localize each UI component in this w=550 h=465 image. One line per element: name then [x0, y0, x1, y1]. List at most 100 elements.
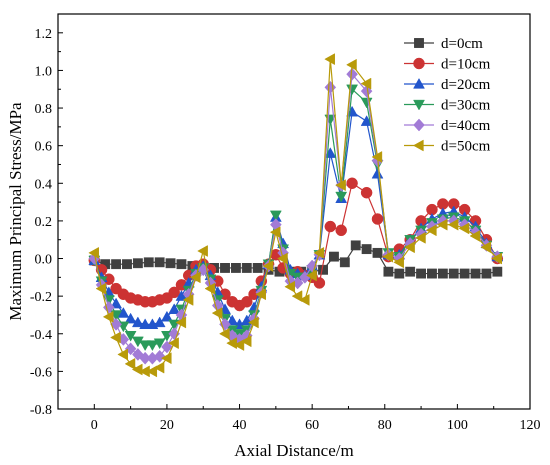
data-point [160, 352, 172, 365]
series-layer [88, 53, 504, 378]
y-axis: -0.8 -0.6 -0.4 -0.2 0.0 0.2 0.4 0.6 0.8 1.0 1.2 [30, 27, 63, 418]
data-point [248, 316, 259, 329]
data-point [139, 340, 152, 352]
plot-area [57, 13, 531, 410]
data-point [220, 263, 230, 273]
data-point [88, 246, 99, 259]
data-point [470, 268, 481, 279]
y-tick-label: -0.6 [30, 365, 52, 380]
data-point [425, 224, 437, 237]
data-point [437, 268, 448, 279]
data-point [346, 58, 357, 71]
data-point [371, 151, 383, 163]
data-point [153, 338, 166, 350]
y-tick-label: 1.0 [35, 64, 53, 79]
data-point [131, 363, 143, 376]
data-point [324, 53, 335, 66]
x-tick-label: 100 [447, 418, 468, 433]
data-point [329, 251, 339, 262]
data-point [168, 303, 181, 314]
data-point [110, 317, 122, 331]
legend-label: d=40cm [441, 118, 491, 134]
data-point [371, 213, 384, 225]
legend-marker [413, 77, 425, 89]
data-point [405, 266, 416, 277]
data-point [111, 259, 122, 270]
data-point [124, 342, 137, 356]
data-point [124, 330, 137, 342]
data-point [95, 282, 107, 295]
data-point [110, 297, 123, 309]
data-point [360, 186, 373, 199]
data-point [459, 268, 470, 279]
data-point [211, 307, 223, 319]
data-point [324, 80, 337, 94]
data-point [335, 179, 346, 192]
data-point [122, 259, 132, 270]
x-tick-label: 80 [378, 418, 392, 433]
data-point [416, 268, 427, 279]
series-d-50cm [88, 53, 502, 378]
data-point [262, 260, 274, 272]
data-point [102, 310, 114, 323]
data-point [168, 337, 179, 350]
data-point [153, 316, 166, 328]
data-point [324, 220, 337, 233]
data-point [132, 258, 143, 269]
data-point [335, 191, 348, 203]
x-tick-label: 60 [305, 418, 319, 433]
data-point [124, 357, 136, 370]
data-point [197, 245, 208, 257]
legend-item: d=50cm [404, 139, 491, 155]
data-point [154, 257, 165, 268]
data-point [427, 268, 437, 279]
y-tick-label: -0.8 [30, 403, 52, 418]
data-point [291, 290, 303, 303]
data-point [269, 210, 282, 222]
data-point [241, 263, 252, 273]
y-tick-label: 0.0 [35, 253, 53, 268]
series-line-d-20cm [93, 110, 498, 326]
data-point [146, 365, 158, 378]
data-point [233, 339, 245, 351]
data-point [226, 314, 239, 326]
x-tick-label: 20 [160, 418, 174, 433]
legend: d=0cm d=10cm d=20cm d=30cm d=40cm d=50cm [404, 36, 491, 155]
data-point [448, 268, 459, 279]
data-point [404, 241, 415, 254]
data-point [153, 349, 166, 363]
data-point [252, 263, 263, 273]
legend-label: d=30cm [441, 98, 491, 114]
data-point [491, 252, 502, 265]
data-point [481, 268, 492, 279]
legend-item: d=20cm [404, 77, 491, 93]
data-point [436, 218, 448, 231]
x-axis: 0 20 40 60 80 100 120 [57, 404, 541, 433]
legend-label: d=0cm [441, 36, 483, 52]
y-tick-label: -0.4 [30, 328, 52, 343]
data-point [372, 247, 383, 258]
legend-marker [413, 99, 425, 111]
data-point [124, 312, 137, 324]
data-point [492, 266, 503, 277]
data-point [165, 258, 176, 269]
y-tick-label: 0.6 [35, 140, 53, 155]
legend-item: d=40cm [404, 118, 491, 134]
data-point [346, 177, 358, 190]
data-point [117, 348, 129, 361]
y-tick-label: 0.8 [35, 102, 53, 117]
data-point [394, 268, 405, 279]
data-point [480, 241, 492, 254]
data-point [458, 222, 470, 235]
data-point [361, 244, 372, 255]
legend-marker [413, 118, 425, 132]
data-point [240, 335, 252, 348]
data-point [226, 337, 237, 350]
legend-marker [412, 139, 424, 152]
data-point [415, 231, 426, 244]
y-tick-label: 0.4 [35, 177, 53, 192]
data-point [350, 240, 361, 251]
legend-label: d=10cm [441, 57, 491, 73]
series-d-10cm [88, 177, 504, 312]
data-point [447, 218, 459, 231]
